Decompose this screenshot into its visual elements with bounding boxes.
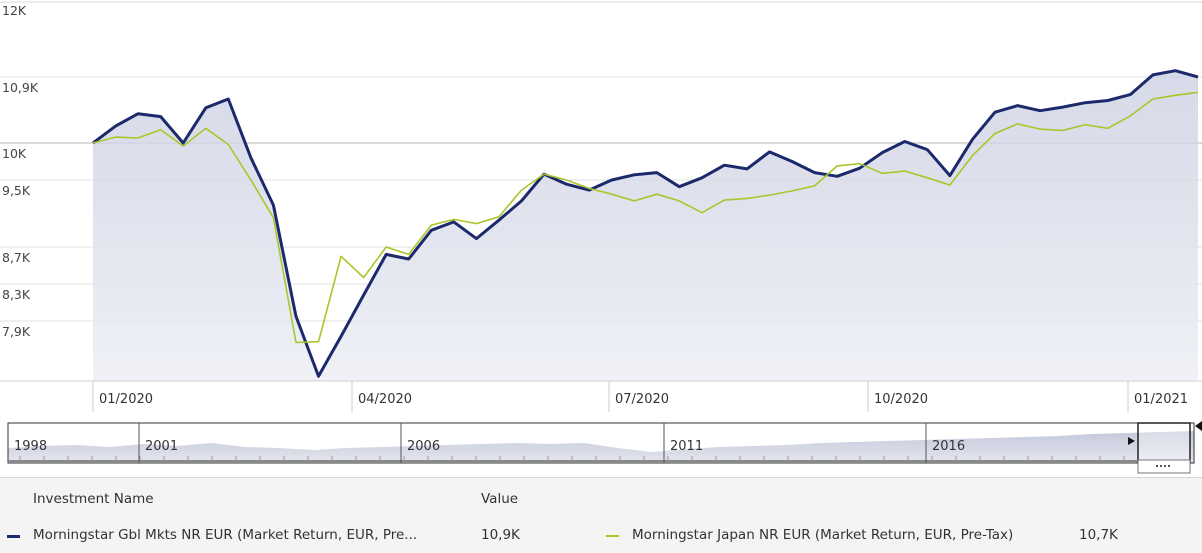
navigator-grip bbox=[1164, 465, 1166, 467]
series-area bbox=[93, 70, 1198, 381]
navigator-year-label: 2001 bbox=[145, 439, 178, 454]
legend-item-japan-name: Morningstar Japan NR EUR (Market Return,… bbox=[632, 527, 1014, 543]
legend-item-japan-value: 10,7K bbox=[1079, 527, 1118, 543]
navigator-year-label: 2011 bbox=[670, 439, 703, 454]
x-tick-label: 01/2020 bbox=[99, 392, 153, 407]
x-axis: 01/2020 04/2020 07/2020 10/2020 01/2021 bbox=[0, 380, 1202, 412]
x-tick-label: 04/2020 bbox=[358, 392, 412, 407]
x-tick-label: 01/2021 bbox=[1134, 392, 1188, 407]
range-navigator[interactable]: 1998 2001 2006 2011 2016 bbox=[7, 421, 1202, 474]
y-tick-label: 10,9K bbox=[2, 80, 39, 95]
y-tick-label: 9,5K bbox=[2, 183, 31, 198]
y-tick-label: 8,7K bbox=[2, 250, 31, 265]
series-line-japan bbox=[92, 91, 1199, 344]
navigator-year-label: 2006 bbox=[407, 439, 440, 454]
legend-swatch-gbl-mkts bbox=[7, 535, 20, 538]
navigator-frame bbox=[7, 422, 1195, 464]
legend-header-name: Investment Name bbox=[33, 491, 154, 507]
y-tick-label: 12K bbox=[2, 3, 27, 18]
series-line-gbl-mkts bbox=[92, 69, 1199, 378]
legend-item-gbl-mkts-value: 10,9K bbox=[481, 527, 520, 543]
y-tick-label: 8,3K bbox=[2, 287, 31, 302]
legend-item-gbl-mkts-name: Morningstar Gbl Mkts NR EUR (Market Retu… bbox=[33, 527, 418, 543]
legend-swatch-japan bbox=[606, 535, 619, 537]
y-tick-label: 10K bbox=[2, 146, 27, 161]
legend-header-value: Value bbox=[481, 491, 519, 507]
y-tick-label: 7,9K bbox=[2, 324, 31, 339]
x-tick-label: 07/2020 bbox=[615, 392, 669, 407]
legend-table: Investment Name Value Morningstar Gbl Mk… bbox=[0, 477, 1202, 553]
navigator-grip bbox=[1156, 465, 1158, 467]
navigator-grip bbox=[1168, 465, 1170, 467]
navigator-selection bbox=[1137, 422, 1191, 464]
series-lines bbox=[92, 69, 1199, 378]
navigator-handle-right-icon bbox=[1195, 421, 1202, 431]
series-areas bbox=[93, 70, 1198, 381]
navigator-grip bbox=[1160, 465, 1162, 467]
navigator-year-label: 2016 bbox=[932, 439, 965, 454]
y-axis-labels: 12K 10,9K 10K 9,5K 8,7K 8,3K 7,9K bbox=[2, 3, 39, 339]
navigator-handle-left-icon bbox=[1128, 437, 1135, 445]
navigator-area bbox=[8, 431, 1194, 463]
x-tick-label: 10/2020 bbox=[874, 392, 928, 407]
navigator-year-label: 1998 bbox=[14, 439, 47, 454]
